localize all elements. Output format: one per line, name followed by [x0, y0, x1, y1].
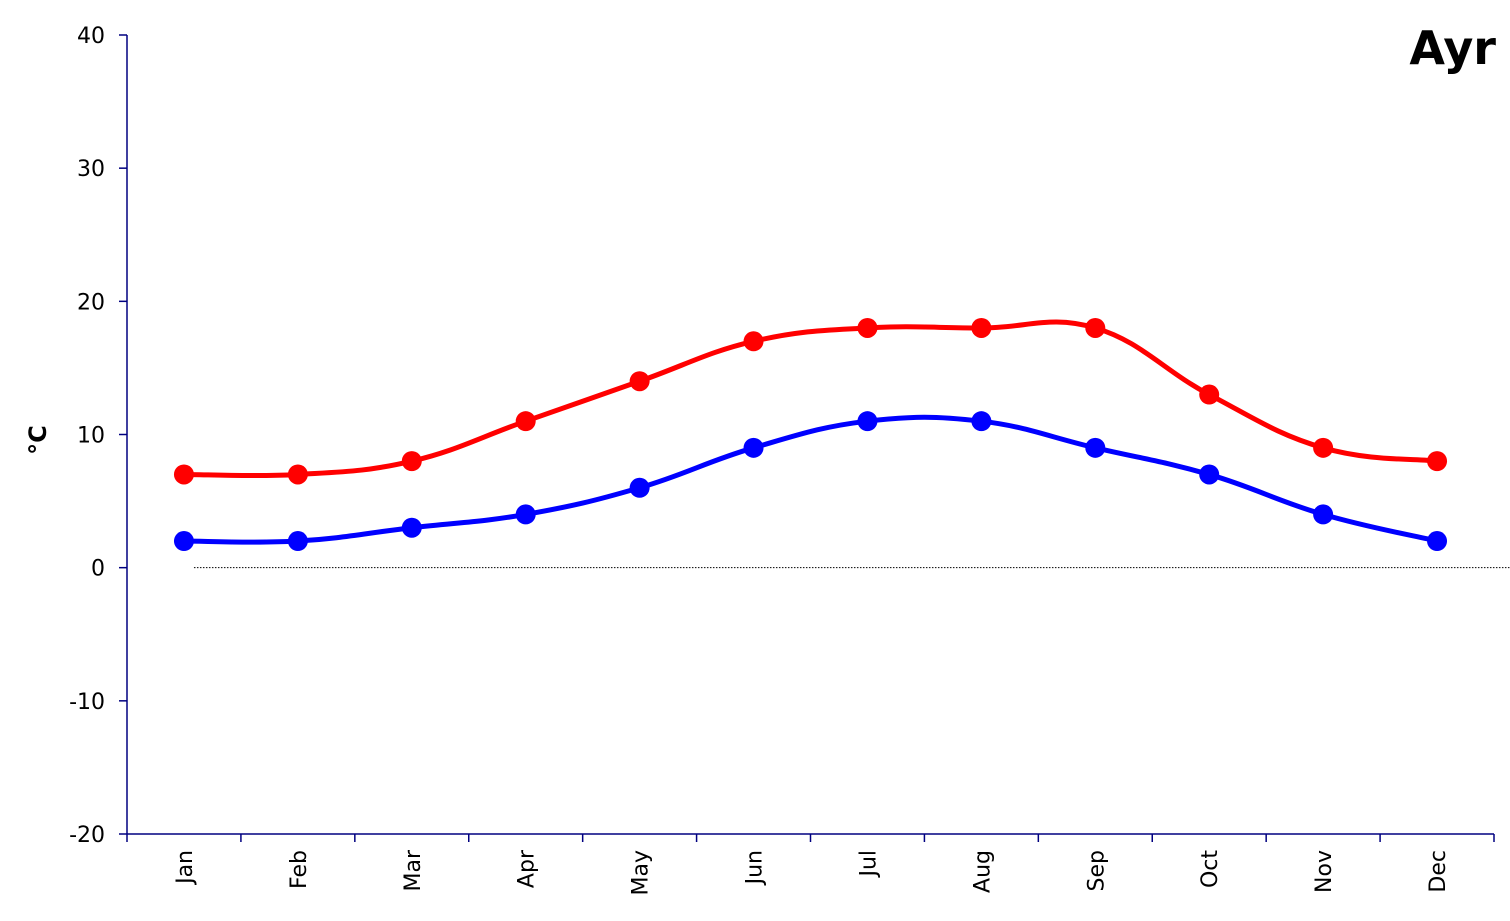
series-2-point: [401, 517, 422, 538]
y-tick-label: 20: [77, 290, 105, 315]
series-1-point: [629, 371, 650, 392]
series-2-point: [743, 437, 764, 458]
y-tick-label: -10: [69, 690, 105, 715]
series-2-point: [629, 477, 650, 498]
series-2-point: [173, 531, 194, 552]
x-tick-label: Jan: [173, 850, 198, 886]
x-tick-label: Feb: [287, 850, 312, 889]
x-tick-label: Aug: [970, 850, 995, 893]
x-tick-label: Mar: [401, 849, 426, 891]
x-tick-label: Apr: [515, 849, 540, 888]
x-tick-label: Oct: [1198, 850, 1223, 888]
series-1-point: [1085, 317, 1106, 338]
series-1-point: [857, 317, 878, 338]
series-1-point: [743, 331, 764, 352]
x-tick-label: May: [629, 850, 654, 895]
series-2-point: [1313, 504, 1334, 525]
series-group: [173, 317, 1448, 552]
y-axis-title: °C: [24, 425, 52, 455]
x-tick-label: Jul: [856, 850, 881, 879]
axes: [119, 34, 1495, 842]
series-2-point: [1085, 437, 1106, 458]
y-tick-label: 40: [77, 24, 105, 49]
y-tick-label: 0: [91, 557, 105, 582]
series-2-line: [181, 414, 1440, 545]
series-2-point: [1427, 531, 1448, 552]
x-tick-label: Dec: [1426, 850, 1451, 893]
series-1-point: [1313, 437, 1334, 458]
series-1-point: [971, 317, 992, 338]
series-2-point: [1199, 464, 1220, 485]
series-2-point: [515, 504, 536, 525]
y-tick-label: 30: [77, 157, 105, 182]
series-1-point: [287, 464, 308, 485]
series-2-point: [971, 411, 992, 432]
y-tick-label: 10: [77, 424, 105, 449]
x-tick-label: Sep: [1084, 850, 1109, 891]
series-1-point: [1427, 451, 1448, 472]
series-1-line: [181, 319, 1440, 479]
y-tick-label: -20: [69, 823, 105, 848]
chart-title: Ayr: [1409, 21, 1496, 75]
x-tick-label: Nov: [1312, 850, 1337, 893]
x-tick-label: Jun: [743, 850, 768, 886]
series-1-point: [515, 411, 536, 432]
series-1-point: [401, 451, 422, 472]
series-1-point: [173, 464, 194, 485]
series-1-point: [1199, 384, 1220, 405]
series-2-point: [287, 531, 308, 552]
series-2-point: [857, 411, 878, 432]
labels-group: -20 -10 0 10 20 30 40 Jan Feb Mar Apr May Jun Jul Aug S…: [69, 24, 1451, 895]
